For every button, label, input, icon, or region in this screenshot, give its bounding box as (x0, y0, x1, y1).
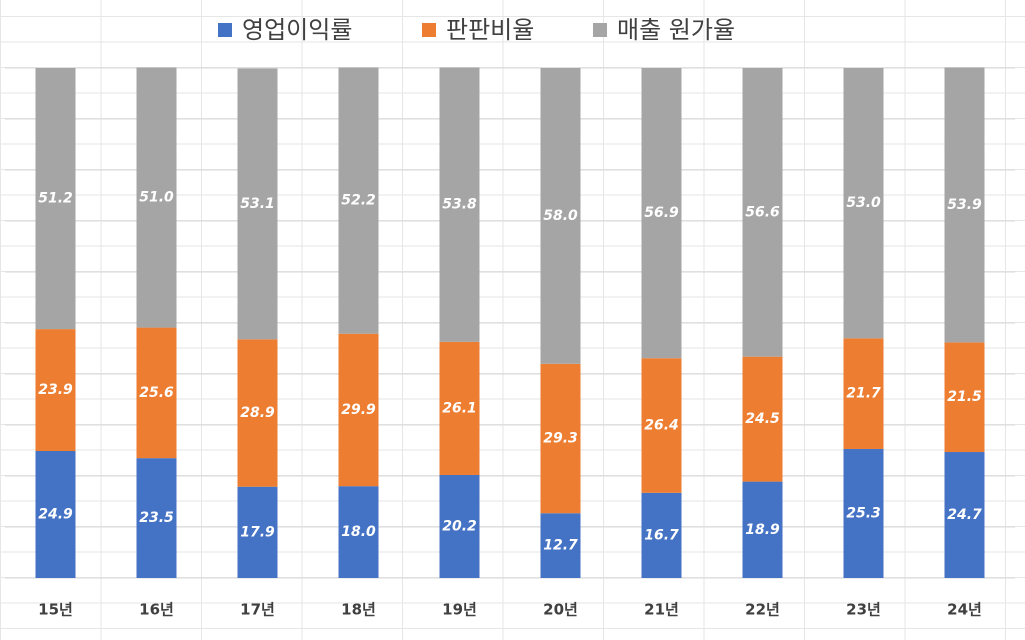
x-tick-label: 22년 (745, 601, 780, 619)
data-label: 53.9 (947, 197, 982, 213)
bar-segment (338, 486, 379, 578)
bar-segment (35, 329, 76, 452)
data-label: 20.2 (442, 518, 477, 534)
bar-segment (742, 356, 783, 482)
bar-segment (540, 513, 581, 578)
data-label: 21.5 (947, 389, 982, 405)
x-tick-label: 21년 (644, 601, 679, 619)
bar-segment (641, 358, 682, 493)
x-tick-label: 23년 (846, 601, 881, 619)
data-label: 28.9 (240, 405, 275, 421)
data-label: 23.9 (38, 382, 73, 398)
legend-swatch (218, 23, 232, 37)
data-label: 53.1 (240, 196, 275, 212)
bar-segment (540, 363, 581, 514)
data-label: 29.3 (543, 431, 578, 447)
legend-swatch (422, 23, 436, 37)
bar-segment (944, 67, 985, 343)
bar-segment (843, 448, 884, 578)
bar-segment (641, 68, 682, 359)
bar-segment (35, 68, 76, 330)
data-label: 25.3 (846, 505, 881, 521)
data-label: 26.1 (442, 400, 477, 416)
bar-segment (439, 341, 480, 475)
x-tick-label: 15년 (38, 601, 73, 619)
x-tick-label: 20년 (543, 601, 578, 619)
data-label: 12.7 (543, 538, 578, 554)
data-label: 52.2 (341, 193, 376, 209)
bar-segment (843, 68, 884, 339)
data-label: 24.7 (947, 507, 982, 523)
x-tick-label: 17년 (240, 601, 275, 619)
data-label: 18.0 (341, 524, 376, 540)
data-label: 16.7 (644, 527, 679, 543)
bar-segment (237, 486, 278, 578)
legend-label: 영업이익률 (242, 16, 352, 44)
data-label: 26.4 (644, 418, 679, 434)
data-label: 51.2 (38, 191, 73, 207)
data-label: 29.9 (341, 402, 376, 418)
data-label: 24.5 (745, 411, 780, 427)
data-label: 25.6 (139, 385, 174, 401)
data-label: 23.5 (139, 510, 174, 526)
data-label: 53.0 (846, 195, 881, 211)
bar-segment (136, 327, 177, 459)
data-label: 21.7 (846, 386, 881, 402)
x-tick-label: 16년 (139, 601, 174, 619)
legend-label: 매출 원가율 (617, 16, 735, 44)
bar-segment (641, 492, 682, 578)
x-tick-label: 18년 (341, 601, 376, 619)
bar-segment (944, 452, 985, 578)
data-label: 17.9 (240, 524, 275, 540)
bar-segment (338, 67, 379, 334)
bar-segment (237, 68, 278, 340)
data-label: 53.8 (442, 197, 477, 213)
data-label: 18.9 (745, 522, 780, 538)
legend-label: 판판비율 (446, 16, 534, 44)
bar-segment (742, 481, 783, 578)
x-tick-label: 24년 (947, 601, 982, 619)
bar-segment (944, 342, 985, 453)
bar-segment (843, 338, 884, 449)
bar-segment (136, 458, 177, 578)
data-label: 51.0 (139, 190, 174, 206)
bar-segment (540, 68, 581, 364)
bar-segment (439, 474, 480, 578)
bar-segment (742, 68, 783, 357)
data-label: 24.9 (38, 507, 73, 523)
bar-segment (439, 67, 480, 342)
bar-segment (136, 67, 177, 328)
data-label: 56.9 (644, 205, 679, 221)
bar-segment (338, 333, 379, 487)
bar-segment (35, 451, 76, 578)
bar-segment (237, 339, 278, 487)
data-label: 56.6 (745, 204, 780, 220)
x-tick-label: 19년 (442, 601, 477, 619)
legend-swatch (593, 23, 607, 37)
data-label: 58.0 (543, 208, 578, 224)
